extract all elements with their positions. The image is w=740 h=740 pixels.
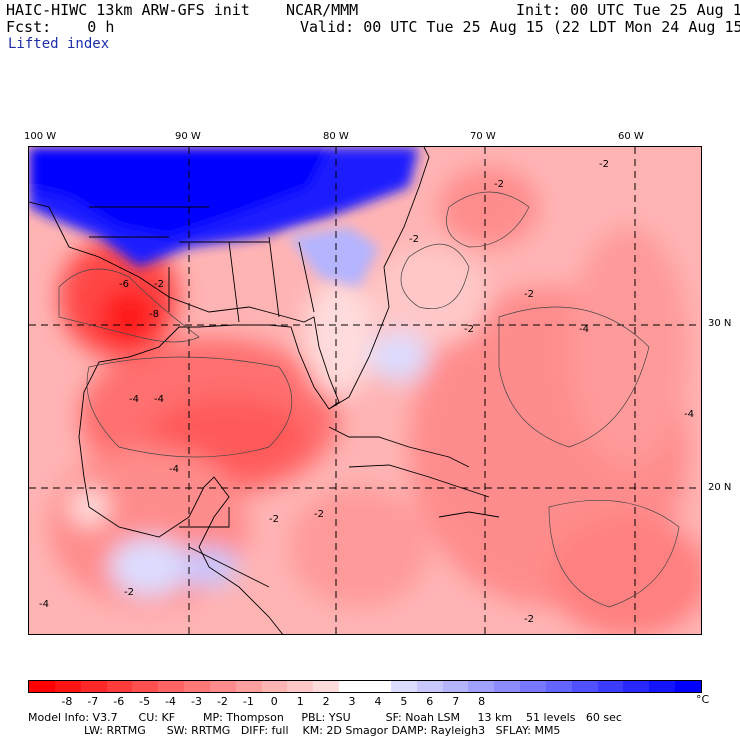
init-time: Init: 00 UTC Tue 25 Aug 15 [516,1,740,19]
colorbar-tick-label: 7 [452,695,460,708]
colorbar-cell [235,681,262,692]
colorbar-cell [209,681,236,692]
colorbar-tick-label: -4 [165,695,177,708]
contour-label: -2 [154,279,164,290]
model-title: HAIC-HIWC 13km ARW-GFS init NCAR/MMM [6,1,359,19]
forecast-hour: Fcst: 0 h [6,18,115,36]
model-info-line2: LW: RRTMG SW: RRTMG DIFF: full KM: 2D Sm… [28,724,561,737]
contour-label: -2 [269,514,279,525]
colorbar-tick-label: 3 [348,695,356,708]
model-info-line1: Model Info: V3.7 CU: KF MP: Thompson PBL… [28,711,622,724]
colorbar-cell [468,681,495,692]
colorbar-cell [623,681,650,692]
lat-lon-grid [29,147,701,634]
contours [58,191,680,608]
contour-label: -4 [169,464,179,475]
colorbar-cell [132,681,159,692]
lat-label-30n: 30 N [708,318,732,329]
lifted-index-map: -2 -2 -2 -2 -2 -4 -4 -6 -8 -2 -4 -4 -4 -… [28,146,702,635]
colorbar-cell [520,681,546,692]
field-name: Lifted index [8,36,110,52]
contour-label: -4 [579,324,589,335]
colorbar-cell [158,681,185,692]
contour-label: -8 [149,309,159,320]
colorbar-tick-label: -1 [242,695,254,708]
field-shading [49,167,701,634]
contour-label: -2 [409,234,419,245]
colorbar-cell [675,681,701,692]
colorbar-cell [494,681,521,692]
colorbar-cell [597,681,624,692]
colorbar-tick-label: -2 [216,695,228,708]
contour-label: -4 [39,599,49,610]
map-canvas: -2 -2 -2 -2 -2 -4 -4 -6 -8 -2 -4 -4 -4 -… [29,147,701,634]
contour-label: -4 [154,394,164,405]
contour-labels: -2 -2 -2 -2 -2 -4 -4 -6 -8 -2 -4 -4 -4 -… [39,159,694,625]
colorbar-tick-label: -8 [61,695,73,708]
lon-label-70w: 70 W [470,131,496,142]
colorbar-unit: °C [696,693,710,706]
colorbar-tick-label: 2 [322,695,330,708]
colorbar-tick-label: 1 [296,695,304,708]
lon-label-60w: 60 W [618,131,644,142]
coastlines [29,147,500,634]
colorbar-tick-label: -5 [139,695,151,708]
colorbar-tick-label: 6 [426,695,434,708]
contour-label: -2 [524,614,534,625]
colorbar-cell [364,681,391,692]
colorbar-cell [29,681,55,692]
contour-label: -2 [124,587,134,598]
colorbar-tick-label: -6 [113,695,125,708]
colorbar-cell [390,681,417,692]
colorbar-tick-label: 8 [478,695,486,708]
valid-time: Valid: 00 UTC Tue 25 Aug 15 (22 LDT Mon … [300,18,740,36]
colorbar-tick-label: -7 [87,695,99,708]
lon-label-90w: 90 W [175,131,201,142]
colorbar-cell [184,681,210,692]
contour-label: -2 [314,509,324,520]
contour-label: -4 [129,394,139,405]
lon-label-80w: 80 W [323,131,349,142]
colorbar-tick-label: 5 [400,695,408,708]
colorbar-cell [339,681,365,692]
colorbar-tick-label: -3 [191,695,202,708]
colorbar-cell [571,681,598,692]
colorbar-cell [80,681,107,692]
colorbar-cell [545,681,572,692]
contour-label: -2 [599,159,609,170]
contour-label: -2 [464,324,474,335]
lon-label-100w: 100 W [24,131,57,142]
lat-label-20n: 20 N [708,482,732,493]
contour-label: -2 [494,179,504,190]
colorbar-cell [313,681,340,692]
colorbar-tick-label: 4 [374,695,382,708]
colorbar-cell [442,681,469,692]
colorbar-cell [261,681,288,692]
colorbar-cell [106,681,133,692]
colorbar-cell [649,681,676,692]
colorbar [28,680,702,693]
colorbar-tick-label: 0 [270,695,278,708]
colorbar-cell [416,681,443,692]
contour-label: -6 [119,279,129,290]
colorbar-cell [54,681,81,692]
contour-label: -4 [684,409,694,420]
contour-label: -2 [524,289,534,300]
colorbar-cell [287,681,314,692]
